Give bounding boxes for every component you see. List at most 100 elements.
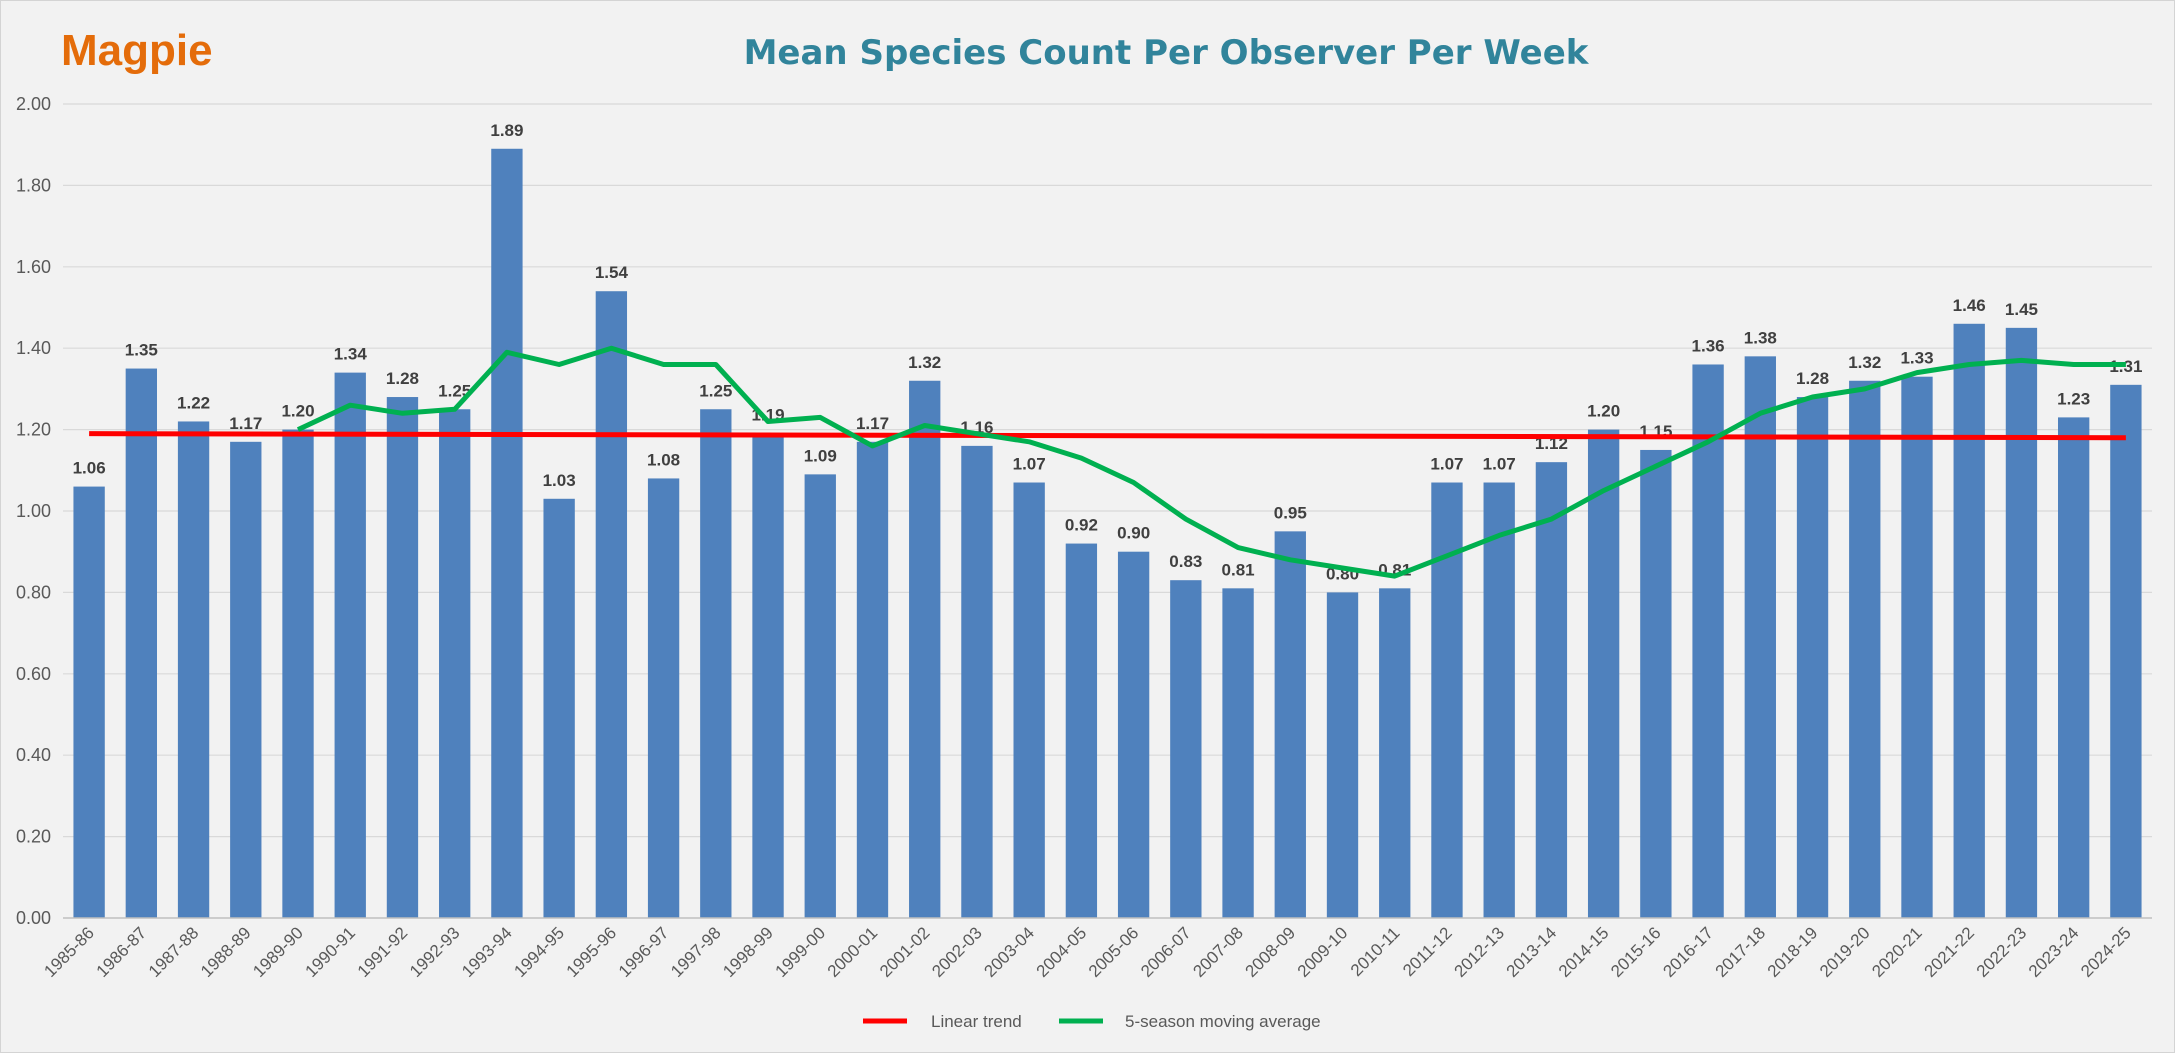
bar: [804, 474, 836, 918]
data-label: 1.45: [2005, 300, 2038, 319]
bar: [125, 368, 158, 918]
linear-trend-line: [89, 431, 2126, 441]
bar: [230, 441, 262, 918]
data-label: 0.92: [1065, 516, 1098, 535]
bar: [282, 429, 314, 918]
x-tick-label: 1992-93: [406, 923, 464, 981]
x-tick-label: 2016-17: [1659, 923, 1717, 981]
bar: [2057, 417, 2090, 918]
y-tick-label: 0.20: [16, 827, 51, 847]
x-tick-label: 2022-23: [1973, 923, 2031, 981]
bar: [1692, 364, 1724, 919]
data-label: 1.07: [1483, 455, 1516, 474]
line-series: [89, 345, 2126, 579]
bar: [73, 486, 105, 918]
bar: [961, 445, 993, 918]
x-tick-label: 2017-18: [1712, 923, 1770, 981]
x-tick-label: 1995-96: [563, 923, 621, 981]
y-tick-label: 1.00: [16, 501, 51, 521]
x-tick-label: 2003-04: [980, 923, 1038, 981]
x-tick-label: 2012-13: [1450, 923, 1508, 981]
bar: [1535, 462, 1568, 918]
x-tick-label: 2001-02: [876, 923, 934, 981]
data-label: 1.33: [1900, 349, 1933, 368]
chart-title: Mean Species Count Per Observer Per Week: [744, 33, 1590, 73]
x-tick-label: 2013-14: [1503, 923, 1561, 981]
bar: [2110, 384, 2142, 919]
bar: [1640, 449, 1672, 918]
bar: [1013, 482, 1045, 918]
x-tick-label: 2005-06: [1085, 923, 1143, 981]
bar: [2005, 327, 2038, 919]
data-labels: 1.06 1.35 1.22 1.17 1.20 1.34 1.28 1.25 1.89 1.03…: [73, 121, 2143, 584]
bar: [1379, 588, 1411, 918]
bar: [1431, 482, 1463, 918]
data-label: 1.46: [1953, 296, 1986, 315]
bar: [543, 498, 575, 918]
y-tick-label: 0.40: [16, 745, 51, 765]
legend-label-linear-trend: Linear trend: [931, 1012, 1022, 1031]
bar: [1170, 580, 1202, 918]
bar: [1953, 323, 1985, 918]
data-label: 1.25: [438, 381, 471, 400]
x-tick-label: 2004-05: [1033, 923, 1091, 981]
data-label: 0.90: [1117, 524, 1150, 543]
bar: [1326, 592, 1359, 918]
data-label: 0.81: [1222, 560, 1255, 579]
data-label: 1.38: [1744, 328, 1777, 347]
bar: [1901, 376, 1933, 918]
x-tick-label: 1996-97: [615, 923, 673, 981]
bar: [1274, 531, 1306, 918]
x-tick-label: 2018-19: [1764, 923, 1822, 981]
bar: [700, 409, 732, 918]
x-tick-label: 1994-95: [510, 923, 568, 981]
bar: [1065, 543, 1098, 918]
x-tick-label: 1990-91: [302, 923, 360, 981]
y-tick-label: 1.40: [16, 338, 51, 358]
y-tick-label: 1.20: [16, 420, 51, 440]
x-tick-label: 1997-98: [667, 923, 725, 981]
data-label: 1.03: [543, 471, 576, 490]
x-tick-label: 2002-03: [928, 923, 986, 981]
legend: Linear trend 5-season moving average: [863, 1012, 1321, 1031]
x-tick-label: 2014-15: [1555, 923, 1613, 981]
bar: [752, 433, 784, 918]
bar: [386, 397, 419, 918]
x-tick-label: 2000-01: [824, 923, 882, 981]
data-label: 1.17: [856, 414, 889, 433]
data-label: 1.07: [1430, 455, 1463, 474]
data-label: 1.28: [1796, 369, 1829, 388]
species-label: Magpie: [61, 26, 213, 75]
bar: [595, 291, 628, 919]
x-tick-label: 1989-90: [249, 923, 307, 981]
bar: [177, 421, 210, 918]
data-label: 1.28: [386, 369, 419, 388]
y-tick-label: 2.00: [16, 94, 51, 114]
bar: [1117, 551, 1150, 918]
x-tick-label: 2010-11: [1347, 923, 1404, 980]
data-label: 1.09: [804, 446, 837, 465]
x-tick-label: 2007-08: [1189, 923, 1247, 981]
data-label: 1.06: [73, 459, 106, 478]
x-tick-label: 2009-10: [1294, 923, 1352, 981]
data-label: 1.25: [699, 381, 732, 400]
x-tick-label: 2008-09: [1242, 923, 1300, 981]
x-tick-label: 2006-07: [1137, 923, 1195, 981]
x-tick-label: 1986-87: [93, 923, 151, 981]
data-label: 1.22: [177, 393, 210, 412]
data-label: 1.08: [647, 450, 680, 469]
bar: [1744, 356, 1776, 919]
bar: [1849, 380, 1881, 918]
x-tick-label: 1985-86: [40, 923, 98, 981]
bar: [1483, 482, 1515, 918]
x-tick-label: 2024-25: [2077, 923, 2135, 981]
bar: [1222, 588, 1254, 918]
bar: [334, 372, 366, 918]
data-label: 1.34: [334, 345, 368, 364]
x-tick-label: 2015-16: [1607, 923, 1665, 981]
data-label: 1.20: [281, 402, 314, 421]
data-label: 1.36: [1692, 336, 1725, 355]
bar: [491, 148, 523, 918]
bar: [909, 380, 941, 918]
